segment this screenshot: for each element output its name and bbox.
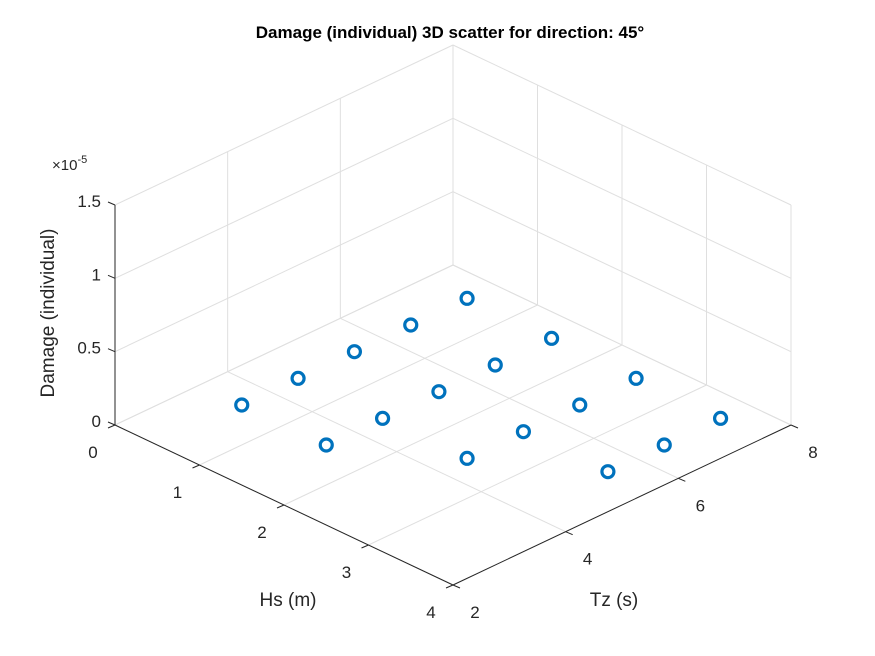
data-points — [234, 290, 729, 480]
data-point — [459, 450, 475, 466]
y-axis-label: Tz (s) — [590, 590, 639, 611]
y-tick-mark — [678, 477, 686, 482]
x-tick-label: 1 — [173, 483, 182, 502]
x-tick-mark — [107, 424, 116, 429]
x-tick-mark — [276, 504, 285, 509]
y-tick-mark — [452, 584, 461, 589]
wall-grid-z — [452, 264, 792, 426]
y-tick-mark — [790, 424, 799, 429]
y-tick-mark — [565, 531, 573, 536]
wall-grid-z — [114, 44, 454, 206]
x-tick-mark — [445, 584, 454, 589]
x-tick-label: 0 — [88, 443, 97, 462]
y-tick-label: 6 — [696, 496, 705, 515]
z-tick-label: 1 — [92, 265, 101, 284]
floor-grid-x — [199, 304, 538, 466]
z-tick-mark — [107, 348, 116, 353]
data-point — [712, 410, 729, 426]
x-tick-mark — [192, 464, 200, 469]
wall-grid-z — [114, 264, 454, 426]
data-point — [656, 437, 672, 453]
y-tick-label: 4 — [583, 550, 592, 569]
data-point — [515, 424, 532, 440]
z-tick-label: 0.5 — [77, 339, 101, 358]
wall-grid-z — [452, 191, 792, 353]
floor-grid-x — [368, 384, 707, 546]
x-tick-label: 4 — [426, 603, 435, 622]
data-point — [572, 397, 588, 413]
data-point — [374, 410, 391, 426]
tick-labels: 0 1 2 3 4 2 4 6 8 0 0.5 1 1.5 — [77, 192, 817, 622]
z-tick-mark — [107, 201, 116, 206]
data-point — [487, 357, 503, 373]
floor-grid-x — [283, 344, 623, 506]
y-tick-label: 2 — [470, 603, 479, 622]
z-tick-mark — [107, 421, 116, 426]
x-tick-label: 2 — [257, 523, 266, 542]
data-point — [234, 397, 250, 413]
grid-lines — [114, 44, 792, 586]
z-exponent-label: ×10-5 — [52, 154, 87, 174]
wall-grid-z — [114, 191, 454, 353]
z-exponent: -5 — [77, 154, 87, 166]
z-axis-label: Damage (individual) — [38, 229, 59, 398]
data-point — [403, 317, 419, 333]
data-point — [290, 370, 306, 386]
axis-lines — [107, 201, 799, 589]
data-point — [346, 344, 363, 360]
wall-grid-z — [452, 117, 792, 279]
floor-grid-y — [340, 317, 679, 479]
x-tick-label: 3 — [342, 563, 351, 582]
wall-grid-z — [452, 44, 792, 206]
wall-grid-z — [114, 117, 454, 279]
z-tick-label: 0 — [92, 412, 101, 431]
chart-title: Damage (individual) 3D scatter for direc… — [256, 23, 645, 42]
data-point — [431, 384, 447, 400]
data-point — [628, 370, 644, 386]
z-tick-mark — [107, 274, 116, 279]
z-tick-label: 1.5 — [77, 192, 101, 211]
data-point — [318, 437, 334, 453]
data-point — [459, 290, 475, 306]
data-point — [600, 464, 616, 480]
x-tick-mark — [361, 544, 369, 549]
z-multiplier: ×10 — [52, 157, 77, 174]
y-tick-label: 8 — [808, 443, 817, 462]
x-axis-label: Hs (m) — [260, 590, 317, 611]
floor-grid-y — [227, 371, 566, 533]
y-axis-line — [452, 424, 792, 586]
data-point — [543, 330, 560, 346]
